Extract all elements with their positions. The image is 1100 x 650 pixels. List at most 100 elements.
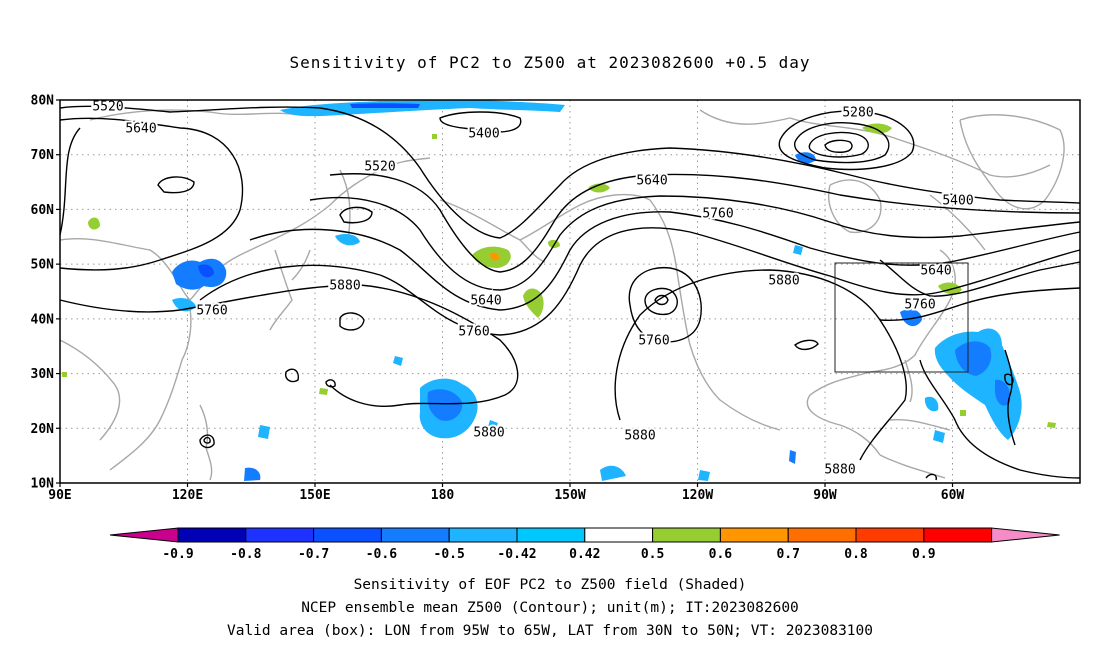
colorbar-swatch [516,527,586,543]
caption-line-2: NCEP ensemble mean Z500 (Contour); unit(… [301,600,799,616]
lon-label: 120W [682,488,713,503]
contour-label: 5760 [638,334,669,349]
colorbar-arrow-right [991,527,1060,543]
colorbar-tick-label: 0.9 [912,547,935,562]
shade-positive [588,183,610,193]
shade-negative-strong [955,341,992,376]
contour-label: 5280 [842,106,873,121]
contour-label: 5880 [824,463,855,478]
colorbar-tick-label: 0.6 [709,547,733,562]
shade-negative [795,152,816,164]
contour-label: 5760 [904,298,935,313]
shade-negative [600,465,626,481]
colorbar-labels: -0.9 -0.8 -0.7 -0.6 -0.5 -0.42 0.42 0.5 0.6 0.7 0.… [162,547,935,562]
contour-label: 5880 [624,429,655,444]
shade-positive [1047,422,1056,428]
colorbar-swatch [245,527,315,543]
colorbar [109,527,1060,543]
chart-title: Sensitivity of PC2 to Z500 at 2023082600… [289,53,810,72]
shade-positive [88,217,100,230]
shade-negative-strong [427,389,463,421]
contour-label: 5640 [920,264,951,279]
contour-label: 5640 [470,294,501,309]
colorbar-arrow-left [109,527,179,543]
contour-label: 5640 [125,122,156,137]
contour-label: 5760 [196,304,227,319]
caption-line-1: Sensitivity of EOF PC2 to Z500 field (Sh… [354,577,747,593]
shade-negative [258,425,270,439]
shade-negative-strong [995,379,1011,406]
colorbar-tick-label: -0.6 [366,547,397,562]
contour-label: 5520 [92,100,123,115]
colorbar-tick-label: -0.8 [230,547,261,562]
shade-positive [432,134,437,139]
colorbar-tick-label: -0.5 [434,547,465,562]
shade-positive [960,410,966,416]
lat-label: 80N [31,94,55,109]
lon-label: 150E [299,488,330,503]
shade-negative-strong [198,264,214,278]
lat-label: 30N [31,367,55,382]
colorbar-tick-label: 0.8 [844,547,868,562]
contour-label: 5520 [364,160,395,175]
lat-label: 50N [31,258,55,273]
lat-label: 10N [31,477,55,492]
contour-label: 5880 [329,279,360,294]
shade-negative [698,470,710,481]
contour-label: 5640 [636,174,667,189]
lat-label: 20N [31,422,55,437]
shade-negative [900,309,922,327]
lon-label: 90W [813,488,837,503]
caption-line-3: Valid area (box): LON from 95W to 65W, L… [227,623,873,639]
colorbar-swatch [584,527,654,543]
valid-area-box [834,262,969,373]
colorbar-swatch [855,527,925,543]
shade-negative [793,245,803,255]
lat-label: 70N [31,148,55,163]
colorbar-tick-label: -0.42 [497,547,536,562]
colorbar-tick-label: 0.5 [641,547,664,562]
contour-label: 5880 [768,274,799,289]
colorbar-tick-label: 0.42 [569,547,600,562]
lon-label: 180 [431,488,455,503]
longitude-labels: 90E 120E 150E 180 150W 120W 90W 60W [48,488,964,503]
colorbar-tick-label: -0.7 [298,547,329,562]
shade-negative [244,467,261,481]
colorbar-swatch [652,527,721,543]
shade-negative [335,234,360,246]
shade-positive-strong [490,252,500,261]
contour-label: 5400 [468,127,499,142]
shade-negative [924,396,939,412]
shade-positive [319,388,328,395]
colorbar-tick-label: 0.7 [776,547,799,562]
lat-label: 60N [31,203,55,218]
lat-label: 40N [31,312,55,327]
z500-contours [59,105,1081,481]
lon-label: 120E [172,488,203,503]
lon-label: 150W [554,488,585,503]
lon-label: 60W [941,488,965,503]
shade-negative [393,356,403,366]
colorbar-tick-label: -0.9 [162,547,193,562]
contour-label: 5760 [458,325,489,340]
contour-label: 5880 [473,426,504,441]
lon-label: 90E [48,488,71,503]
colorbar-swatch [313,527,382,543]
contour-label: 5760 [702,207,733,222]
colorbar-swatch [923,527,993,543]
shade-negative-strong [350,103,420,108]
contour-label: 5400 [942,194,973,209]
axis-ticks [56,99,954,487]
shade-negative [172,258,227,290]
shade-negative [488,420,498,431]
latitude-labels: 80N 70N 60N 50N 40N 30N 20N 10N [31,94,55,492]
colorbar-swatch [380,527,450,543]
colorbar-swatch [719,527,789,543]
colorbar-swatch [787,527,857,543]
shade-negative [789,450,796,464]
colorbar-swatch [177,527,247,543]
colorbar-swatch [448,527,518,543]
shade-positive [62,372,67,377]
